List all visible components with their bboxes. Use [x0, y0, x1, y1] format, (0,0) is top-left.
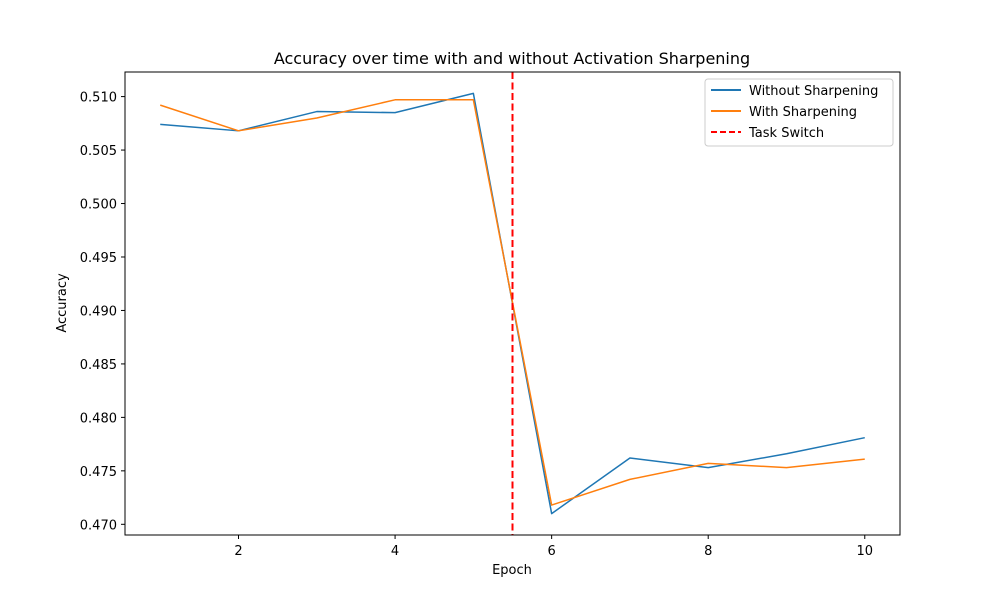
series-line-with-sharpening	[159, 99, 865, 506]
x-tick-label: 10	[856, 544, 873, 559]
y-tick-label: 0.485	[80, 358, 117, 373]
legend-box	[704, 78, 894, 147]
y-tick-label: 0.470	[80, 518, 117, 533]
legend-label-without-sharpening: Without Sharpening	[749, 84, 878, 99]
x-axis-label: Epoch	[492, 563, 532, 578]
legend-label-task-switch: Task Switch	[748, 126, 824, 141]
y-tick-label: 0.475	[80, 465, 117, 480]
x-tick-label: 8	[704, 544, 712, 559]
chart-title: Accuracy over time with and without Acti…	[274, 49, 750, 68]
x-axis-ticks: 2 4 6 8 10	[234, 535, 873, 559]
plot-frame	[124, 71, 901, 536]
legend: Without Sharpening With Sharpening Task …	[704, 78, 894, 147]
y-tick-label: 0.505	[80, 144, 117, 159]
y-tick-label: 0.480	[80, 411, 117, 426]
y-tick-label: 0.510	[80, 91, 117, 106]
x-tick-label: 6	[548, 544, 556, 559]
legend-label-with-sharpening: With Sharpening	[749, 105, 857, 120]
y-tick-label: 0.490	[80, 304, 117, 319]
plot-lines	[159, 72, 865, 535]
y-axis-label: Accuracy	[55, 273, 70, 333]
x-tick-label: 2	[234, 544, 242, 559]
y-tick-label: 0.495	[80, 251, 117, 266]
x-tick-label: 4	[391, 544, 399, 559]
y-tick-label: 0.500	[80, 198, 117, 213]
y-axis-ticks: 0.470 0.475 0.480 0.485 0.490 0.495 0.500 0.505…	[80, 91, 125, 533]
